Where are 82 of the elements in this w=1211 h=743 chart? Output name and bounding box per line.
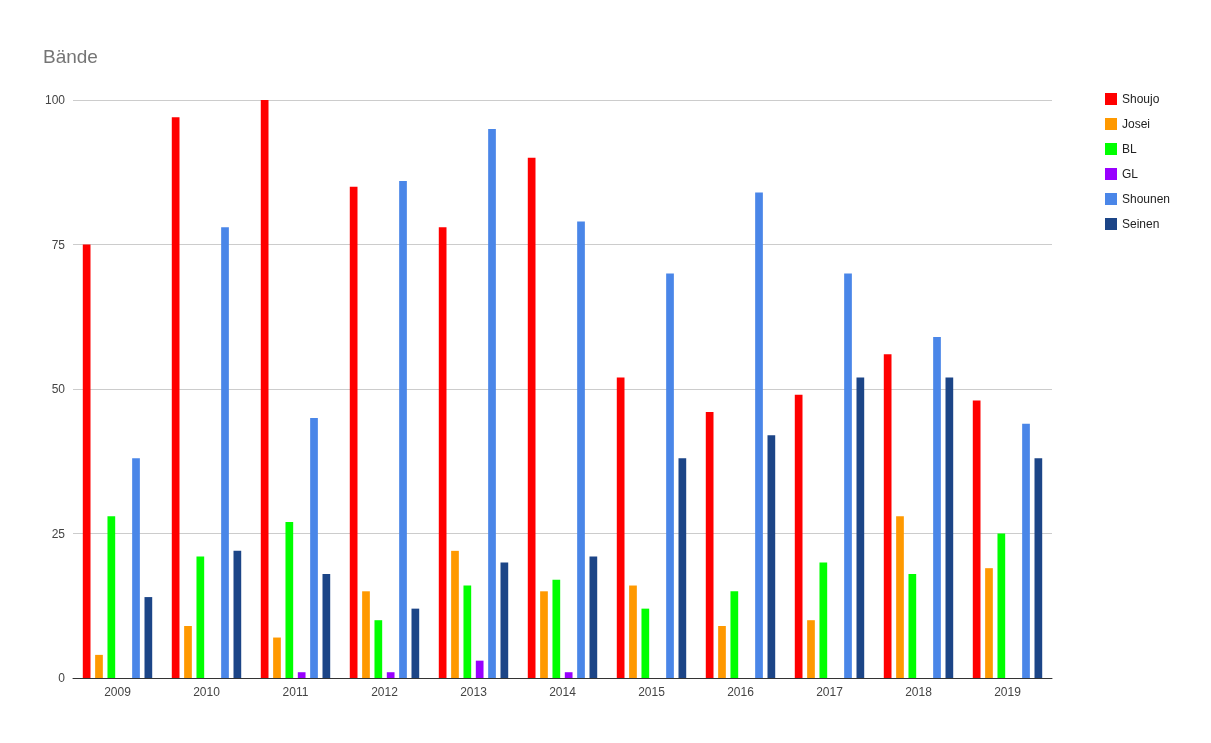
- x-tick-label: 2018: [905, 685, 933, 699]
- y-tick-label: 0: [58, 671, 66, 685]
- bar: [438, 227, 447, 678]
- bar: [221, 227, 229, 678]
- bar: [945, 377, 954, 678]
- bar: [856, 377, 865, 678]
- bar: [399, 180, 407, 678]
- legend-label: Josei: [1122, 117, 1151, 131]
- bar: [475, 660, 484, 678]
- bar: [463, 585, 472, 678]
- bar: [908, 573, 917, 678]
- y-tick-label: 50: [51, 382, 66, 396]
- bar: [285, 521, 294, 678]
- bar: [577, 221, 585, 678]
- bar: [196, 556, 205, 678]
- bar: [767, 435, 776, 678]
- x-tick-label: 2009: [104, 685, 132, 699]
- bar: [933, 336, 941, 678]
- bar: [273, 637, 281, 678]
- bar: [896, 516, 904, 678]
- bar: [171, 117, 180, 678]
- bar: [730, 591, 739, 678]
- bar: [985, 568, 993, 678]
- bar: [144, 597, 153, 678]
- bar: [260, 100, 269, 678]
- bar: [82, 244, 91, 678]
- bar: [1022, 423, 1030, 678]
- bar: [666, 273, 674, 678]
- y-tick-label: 75: [51, 237, 66, 252]
- x-tick-label: 2019: [994, 685, 1022, 699]
- bar: [132, 458, 140, 678]
- bar: [500, 562, 509, 678]
- y-tick-label: 25: [51, 526, 66, 541]
- x-tick-label: 2014: [549, 685, 577, 699]
- x-tick-label: 2015: [638, 685, 666, 699]
- bar: [883, 354, 892, 678]
- bar: [552, 579, 561, 678]
- bar: [362, 591, 370, 678]
- bar: [819, 562, 828, 678]
- x-tick-label: 2013: [460, 685, 488, 699]
- x-tick-label: 2012: [371, 685, 399, 699]
- bar: [678, 458, 687, 678]
- bar: [411, 608, 420, 678]
- bar: [807, 620, 815, 678]
- bar: [349, 186, 358, 678]
- bar: [527, 157, 536, 678]
- bar: [374, 620, 383, 678]
- legend-label: GL: [1122, 167, 1139, 181]
- legend-label: Shoujo: [1122, 92, 1160, 106]
- bar: [386, 672, 395, 678]
- bar: [629, 585, 637, 678]
- bar: [451, 550, 459, 678]
- bar: [107, 516, 116, 678]
- bar: [488, 128, 496, 678]
- chart-title: Bände: [43, 46, 98, 67]
- bar: [310, 417, 318, 678]
- bar: [540, 591, 548, 678]
- bar: [297, 672, 306, 678]
- y-tick-label: 100: [44, 93, 66, 107]
- x-tick-label: 2010: [193, 685, 221, 699]
- bar: [972, 400, 981, 678]
- x-tick-label: 2016: [727, 685, 755, 699]
- bar: [616, 377, 625, 678]
- bar: [1034, 458, 1043, 678]
- bar: [997, 533, 1006, 678]
- legend-label: BL: [1122, 142, 1137, 156]
- bar: [322, 573, 331, 678]
- bar: [589, 556, 598, 678]
- x-tick-label: 2011: [282, 685, 309, 699]
- legend-label: Shounen: [1122, 192, 1171, 206]
- bar: [95, 654, 103, 678]
- bar: [233, 550, 242, 678]
- bar: [718, 625, 726, 678]
- bar: [641, 608, 650, 678]
- bar: [844, 273, 852, 678]
- legend-label: Seinen: [1122, 217, 1160, 231]
- bar: [755, 192, 763, 678]
- bar: [794, 394, 803, 678]
- x-tick-label: 2017: [816, 685, 844, 699]
- bar: [705, 412, 714, 678]
- bar: [564, 672, 573, 678]
- bar: [184, 625, 192, 678]
